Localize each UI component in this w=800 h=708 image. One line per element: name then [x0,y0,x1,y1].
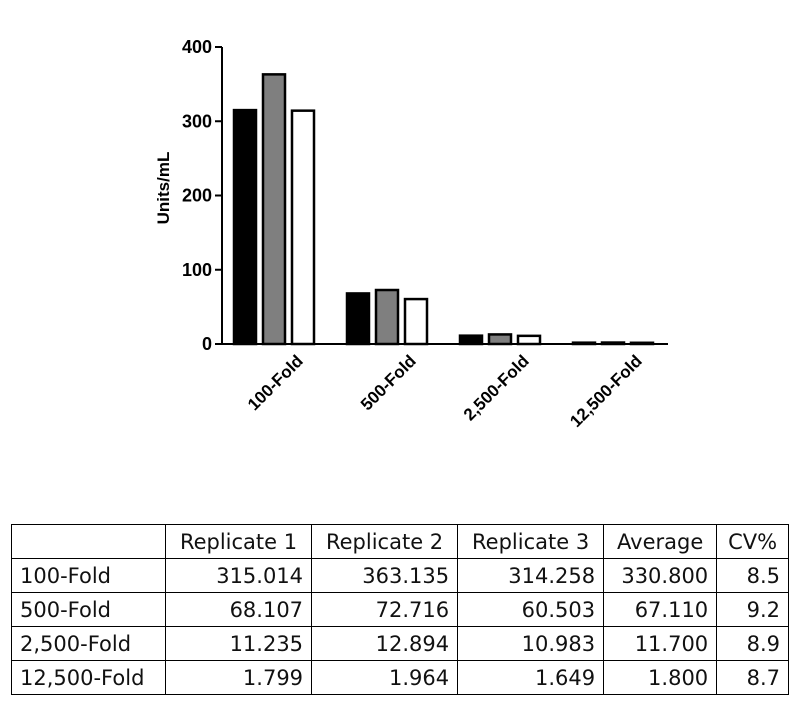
table-header-replicate-2: Replicate 2 [311,524,459,559]
bar [232,108,258,346]
table-row-label: 100-Fold [11,558,166,593]
table-row: 500-Fold 68.107 72.716 60.503 67.110 9.2 [11,592,789,627]
table-row-label: 500-Fold [11,592,166,627]
table-cell: 1.649 [457,660,605,695]
table-cell: 1.800 [603,660,718,695]
bar [290,109,316,346]
bar [374,288,400,346]
table-cell: 11.235 [164,626,313,661]
table-cell: 8.5 [716,558,789,593]
bar [345,292,371,346]
bar [571,341,597,346]
x-tick-label: 2,500-Fold [460,351,533,424]
bar [516,334,542,346]
y-tick-label: 200 [182,186,212,206]
table-row: 12,500-Fold 1.799 1.964 1.649 1.800 8.7 [11,660,789,695]
table-cell: 8.7 [716,660,789,695]
table-cell: 363.135 [311,558,459,593]
table-row-label: 2,500-Fold [11,626,166,661]
table-header-blank [11,524,166,559]
bar [403,297,429,346]
table-row: 2,500-Fold 11.235 12.894 10.983 11.700 8… [11,626,789,661]
table-cell: 8.9 [716,626,789,661]
table-row: 100-Fold 315.014 363.135 314.258 330.800… [11,558,789,593]
y-tick-label: 100 [182,260,212,280]
table-cell: 315.014 [164,558,313,593]
y-axis-label: Units/mL [154,152,173,225]
table-header-row: Replicate 1 Replicate 2 Replicate 3 Aver… [11,524,789,559]
table-cell: 67.110 [603,592,718,627]
table-cell: 12.894 [311,626,459,661]
table-cell: 330.800 [603,558,718,593]
y-tick-label: 400 [182,37,212,57]
x-tick-label: 12,500-Fold [566,351,646,431]
bar [600,341,626,346]
x-tick-label: 500-Fold [357,351,420,414]
table-cell: 1.964 [311,660,459,695]
table-cell: 60.503 [457,592,605,627]
x-tick-label: 100-Fold [244,351,307,414]
table-cell: 10.983 [457,626,605,661]
bar [458,334,484,346]
table-cell: 72.716 [311,592,459,627]
table-header-average: Average [603,524,718,559]
bar [629,341,655,346]
table-cell: 314.258 [457,558,605,593]
bar [261,73,287,346]
bar [487,333,513,346]
table-cell: 9.2 [716,592,789,627]
y-tick-label: 0 [202,334,212,354]
results-table: Replicate 1 Replicate 2 Replicate 3 Aver… [11,524,789,695]
table-row-label: 12,500-Fold [11,660,166,695]
table-cell: 68.107 [164,592,313,627]
table-header-replicate-3: Replicate 3 [457,524,605,559]
table-header-cv: CV% [716,524,789,559]
table-header-replicate-1: Replicate 1 [164,524,313,559]
table-cell: 1.799 [164,660,313,695]
table-cell: 11.700 [603,626,718,661]
y-tick-label: 300 [182,111,212,131]
bar-chart: 0 100 200 300 400 Units/mL 100-Fold 500-Fold 2,5… [154,37,668,431]
